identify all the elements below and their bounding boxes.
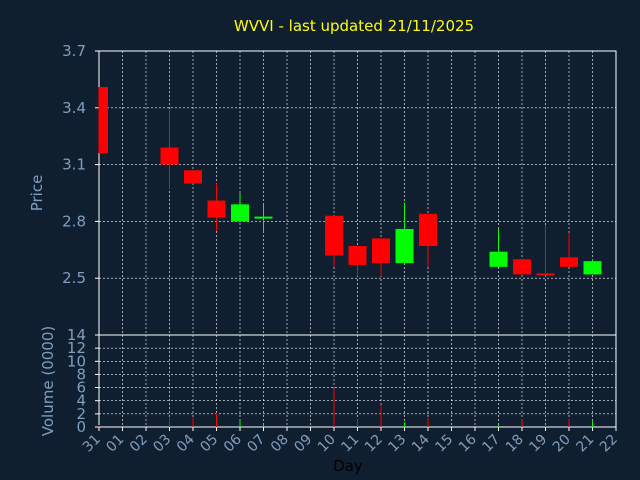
volume-tick-label: 8: [76, 365, 86, 383]
candle-body: [325, 215, 343, 256]
volume-tick-label: 0: [76, 418, 86, 436]
x-tick-label: 14: [409, 431, 433, 455]
volume-tick-label: 10: [67, 352, 86, 370]
chart-title: WVVI - last updated 21/11/2025: [234, 17, 474, 35]
x-axis-label: Day: [333, 457, 363, 475]
volume-bars: [98, 388, 593, 427]
x-tick-label: 01: [103, 432, 127, 456]
price-tick-label: 3.4: [62, 99, 86, 117]
candle-body: [395, 228, 414, 264]
candle-body: [560, 257, 578, 267]
candle-body: [513, 259, 531, 275]
candle-body: [231, 204, 249, 222]
candle-body: [160, 147, 179, 165]
x-tick-label: 20: [550, 432, 574, 456]
price-tick-label: 2.8: [62, 212, 86, 230]
candle-body: [372, 238, 390, 264]
x-tick-label: 07: [244, 432, 268, 456]
candle-body: [99, 86, 108, 154]
x-tick-label: 09: [291, 432, 315, 456]
candle-body: [254, 216, 273, 219]
price-grid: [99, 51, 616, 335]
volume-tick-label: 2: [76, 405, 86, 423]
x-tick-label: 13: [385, 432, 409, 456]
candle-body: [207, 200, 226, 218]
volume-axis-label: Volume (0000): [39, 326, 57, 436]
x-tick-label: 06: [221, 431, 245, 455]
x-tick-label: 18: [503, 432, 527, 456]
x-tick-label: 02: [127, 432, 151, 456]
x-tick-label: 17: [479, 432, 503, 456]
price-tick-label: 2.5: [62, 269, 86, 287]
x-tick-label: 10: [315, 432, 339, 456]
volume-tick-label: 6: [76, 379, 86, 397]
x-tick-label: 08: [268, 432, 292, 456]
x-tick-label: 05: [197, 432, 221, 456]
candle-body: [536, 273, 555, 276]
price-axis: 3.7 3.4 3.1 2.8 2.5: [62, 42, 99, 287]
x-tick-label: 21: [573, 432, 597, 456]
x-tick-label: 11: [338, 432, 362, 456]
x-tick-label: 16: [456, 431, 480, 455]
x-tick-label: 22: [597, 432, 621, 456]
volume-tick-label: 14: [67, 326, 86, 344]
price-tick-label: 3.1: [62, 156, 86, 174]
candle-body: [489, 251, 508, 267]
x-tick-label: 03: [150, 432, 174, 456]
candle-body: [583, 261, 602, 275]
x-tick-label: 04: [174, 431, 198, 455]
volume-tick-label: 4: [76, 392, 86, 410]
x-tick-label: 12: [362, 432, 386, 456]
x-tick-label: 19: [526, 432, 550, 456]
candles: [98, 86, 602, 277]
candle-body: [348, 246, 367, 265]
volume-tick-label: 12: [67, 339, 86, 357]
volume-grid: [99, 335, 616, 427]
price-tick-label: 3.7: [62, 42, 86, 60]
candle-body: [184, 170, 202, 184]
candle-body: [419, 213, 437, 247]
x-tick-label: 15: [432, 432, 456, 456]
x-axis: 31 01 02 03 04 05 06 07 08 09 10 11 12 13 14 15 16 17 18 19…: [80, 427, 621, 455]
price-axis-label: Price: [28, 175, 46, 212]
